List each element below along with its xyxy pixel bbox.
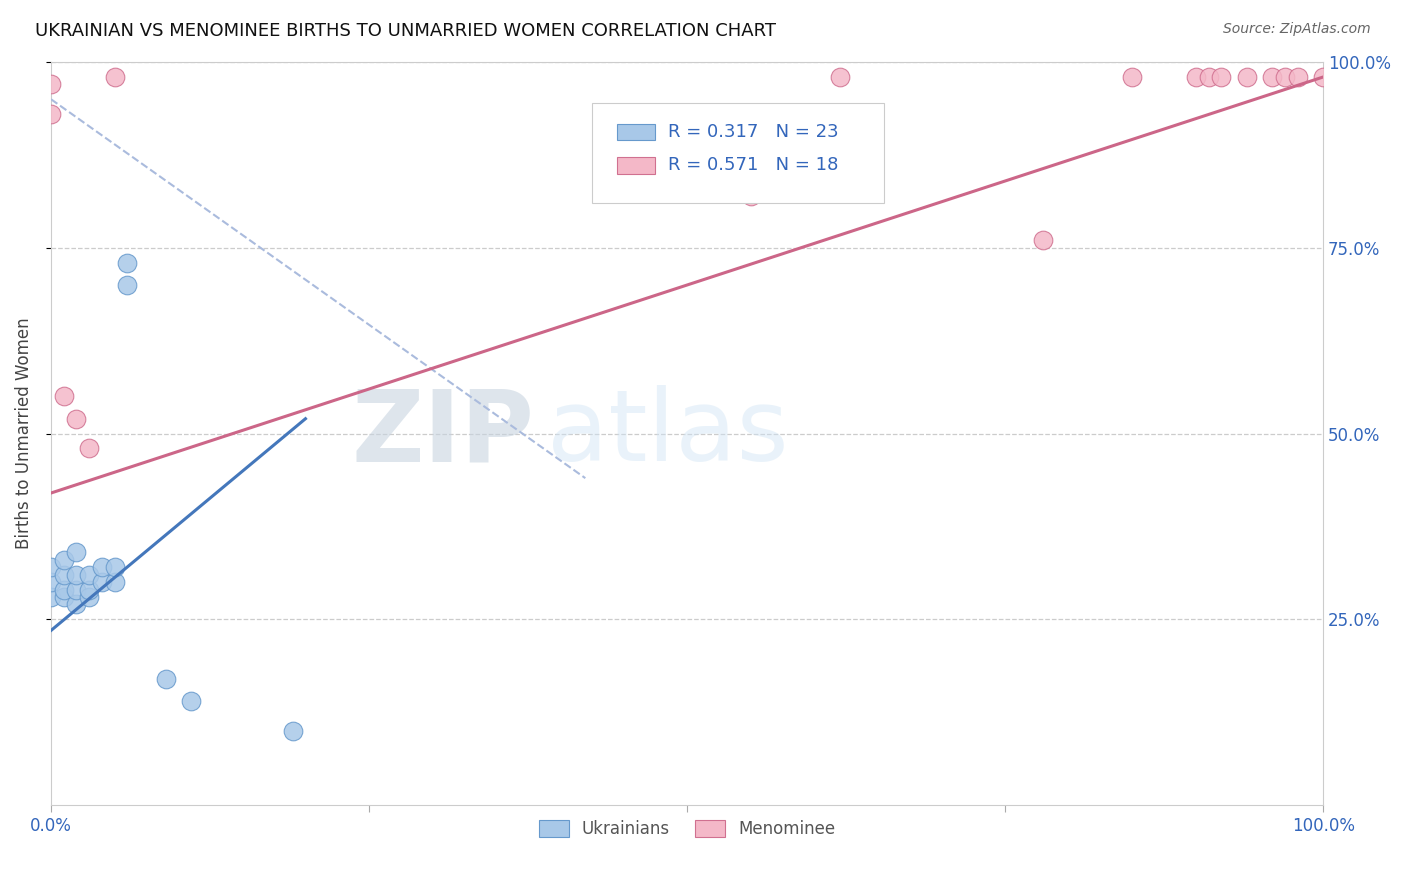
Point [77, 590, 100, 604]
Point [155, 672, 177, 686]
Point [104, 560, 127, 574]
Text: atlas: atlas [547, 385, 789, 482]
Point [65, 567, 87, 582]
Point [180, 694, 202, 708]
Text: UKRAINIAN VS MENOMINEE BIRTHS TO UNMARRIED WOMEN CORRELATION CHART: UKRAINIAN VS MENOMINEE BIRTHS TO UNMARRI… [35, 22, 776, 40]
Point [52, 582, 75, 597]
Point [1312, 70, 1334, 84]
Point [740, 189, 762, 203]
Point [65, 411, 87, 425]
Point [65, 598, 87, 612]
Point [52, 590, 75, 604]
Point [39, 107, 62, 121]
Point [39, 560, 62, 574]
Point [1198, 70, 1220, 84]
Y-axis label: Births to Unmarried Women: Births to Unmarried Women [15, 318, 32, 549]
Point [77, 567, 100, 582]
Point [104, 70, 127, 84]
Text: R = 0.571   N = 18: R = 0.571 N = 18 [668, 156, 838, 175]
Point [65, 582, 87, 597]
Point [104, 575, 127, 590]
Point [1121, 70, 1143, 84]
Point [65, 545, 87, 559]
Point [1274, 70, 1296, 84]
Point [1261, 70, 1284, 84]
Point [1211, 70, 1233, 84]
Point [1236, 70, 1258, 84]
Point [91, 575, 114, 590]
Point [1286, 70, 1309, 84]
Legend: Ukrainians, Menominee: Ukrainians, Menominee [531, 814, 842, 845]
Point [39, 590, 62, 604]
Point [39, 78, 62, 92]
Point [77, 442, 100, 456]
FancyBboxPatch shape [617, 124, 655, 140]
FancyBboxPatch shape [592, 103, 884, 203]
Point [281, 723, 304, 738]
Point [91, 560, 114, 574]
Text: R = 0.317   N = 23: R = 0.317 N = 23 [668, 123, 838, 141]
Text: Source: ZipAtlas.com: Source: ZipAtlas.com [1223, 22, 1371, 37]
Point [77, 582, 100, 597]
Point [1032, 234, 1054, 248]
Point [117, 278, 139, 293]
Point [1185, 70, 1208, 84]
Point [117, 256, 139, 270]
Point [39, 575, 62, 590]
Point [52, 553, 75, 567]
Text: ZIP: ZIP [352, 385, 534, 482]
Point [828, 70, 851, 84]
Point [52, 389, 75, 403]
Point [52, 567, 75, 582]
FancyBboxPatch shape [617, 157, 655, 174]
